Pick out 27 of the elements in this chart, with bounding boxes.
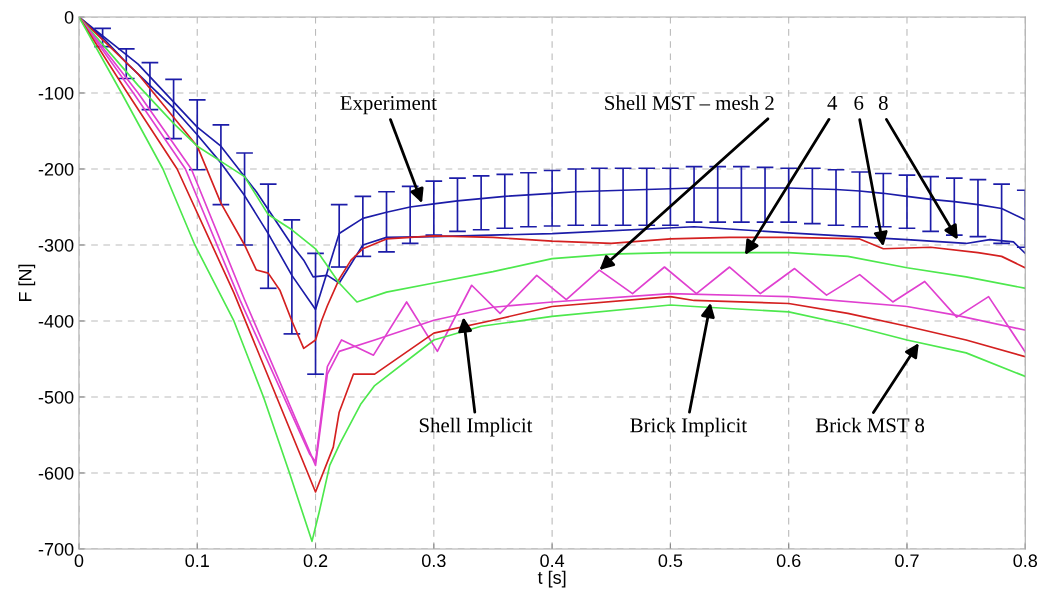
y-tick-label: -200: [38, 162, 74, 176]
x-axis-title: t [s]: [537, 570, 566, 588]
y-tick-label: -600: [38, 466, 74, 480]
x-tick-label: 0.1: [185, 554, 209, 568]
annotation: Brick Implicit: [630, 417, 747, 437]
x-tick-label: 0: [74, 554, 84, 568]
annotation: 8: [878, 95, 888, 110]
y-tick-label: -100: [38, 86, 74, 100]
x-tick-label: 0.4: [540, 554, 565, 568]
annotation: Shell MST – mesh 2: [605, 95, 774, 110]
x-tick-label: 0.6: [776, 554, 801, 568]
y-axis-title: F [N]: [18, 264, 36, 302]
y-tick-label: -700: [38, 542, 74, 556]
y-tick-label: -300: [38, 238, 74, 252]
x-tick-label: 0.7: [895, 554, 919, 568]
annotation: 6: [854, 95, 864, 110]
x-tick-label: 0.8: [1013, 554, 1038, 568]
y-tick-label: -500: [38, 390, 74, 404]
annotation: Shell Implicit: [419, 417, 533, 437]
y-tick-label: -400: [38, 314, 74, 328]
x-tick-label: 0.5: [658, 554, 683, 568]
annotation: 4: [827, 96, 838, 110]
annotation: Experiment: [340, 95, 437, 115]
x-tick-label: 0.3: [421, 554, 446, 568]
annotation: Brick MST 8: [815, 417, 925, 433]
x-tick-label: 0.2: [303, 554, 328, 568]
y-tick-label: 0: [64, 10, 74, 24]
